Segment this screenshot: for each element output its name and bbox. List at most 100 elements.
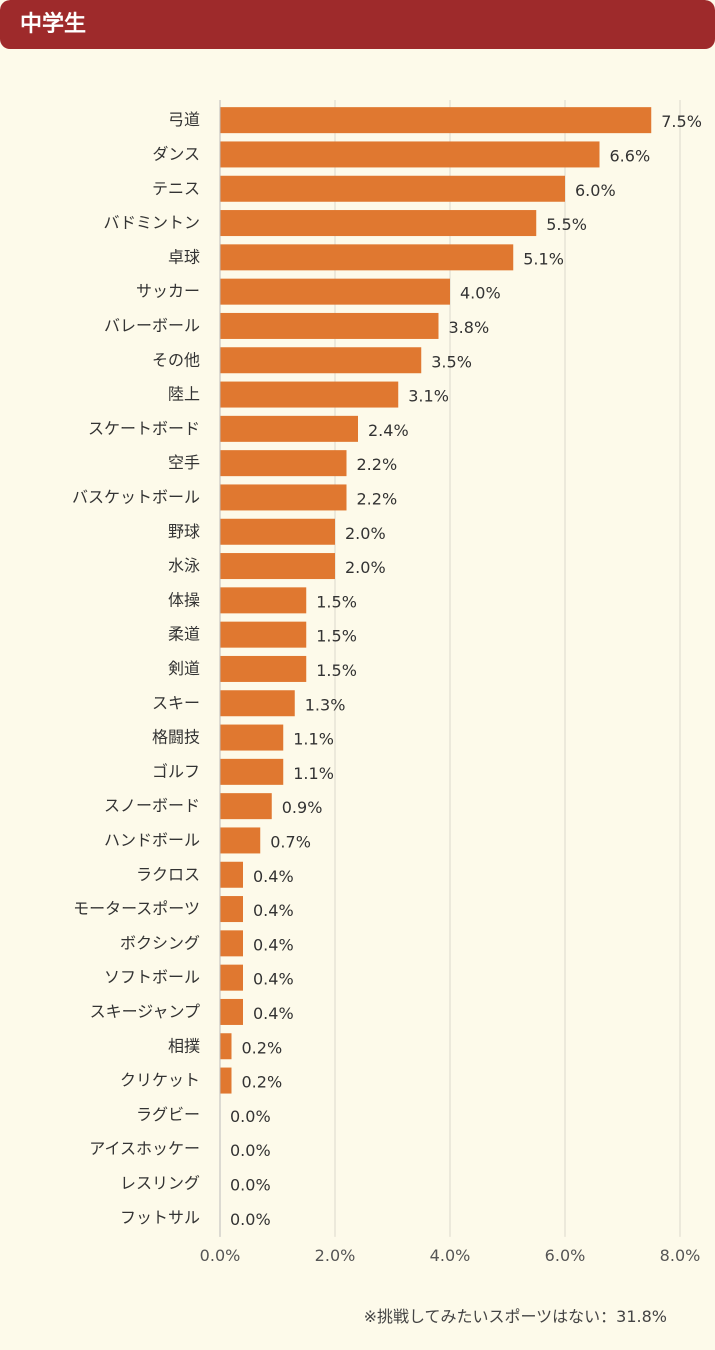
bar — [220, 930, 243, 957]
bar — [220, 724, 284, 751]
bar — [220, 758, 284, 785]
bar — [220, 210, 537, 237]
category-label: バレーボール — [104, 316, 200, 335]
bar — [220, 896, 243, 923]
category-label: 剣道 — [168, 659, 200, 678]
category-label: クリケット — [120, 1071, 200, 1090]
value-label: 0.0% — [230, 1210, 271, 1229]
bar — [220, 861, 243, 888]
value-label: 1.3% — [305, 695, 346, 714]
category-label: サッカー — [136, 282, 200, 301]
value-label: 5.5% — [546, 215, 587, 234]
value-label: 2.2% — [357, 489, 398, 508]
value-label: 1.5% — [316, 627, 357, 646]
category-label: ボクシング — [120, 933, 200, 952]
value-label: 2.0% — [345, 558, 386, 577]
category-label: スキー — [152, 693, 200, 712]
category-label: テニス — [152, 179, 200, 198]
category-label: ハンドボール — [104, 830, 200, 849]
value-label: 0.9% — [282, 798, 323, 817]
category-label: ラグビー — [136, 1105, 200, 1124]
value-label: 2.0% — [345, 524, 386, 543]
x-tick-label: 4.0% — [430, 1246, 471, 1265]
value-label: 4.0% — [460, 284, 501, 303]
category-label: 空手 — [168, 453, 200, 472]
value-label: 1.1% — [293, 730, 334, 749]
value-label: 7.5% — [661, 112, 702, 131]
category-label: スキージャンプ — [90, 1002, 200, 1021]
value-label: 1.5% — [316, 661, 357, 680]
category-label: ゴルフ — [152, 762, 200, 781]
value-label: 2.4% — [368, 421, 409, 440]
bar — [220, 347, 422, 374]
category-label: フットサル — [120, 1208, 200, 1227]
x-tick-label: 0.0% — [200, 1246, 241, 1265]
value-label: 2.2% — [357, 455, 398, 474]
category-label: 野球 — [168, 522, 200, 541]
category-label: スノーボード — [104, 796, 200, 815]
value-label: 3.8% — [449, 318, 490, 337]
value-label: 0.0% — [230, 1141, 271, 1160]
bar — [220, 312, 439, 339]
value-label: 0.7% — [270, 832, 311, 851]
category-label: ソフトボール — [104, 968, 200, 987]
x-tick-label: 2.0% — [315, 1246, 356, 1265]
category-label: アイスホッケー — [89, 1139, 200, 1158]
value-label: 0.2% — [242, 1073, 283, 1092]
bar — [220, 141, 600, 168]
category-label: 弓道 — [168, 110, 200, 129]
category-label: 卓球 — [168, 247, 200, 266]
value-label: 1.1% — [293, 764, 334, 783]
value-label: 0.4% — [253, 935, 294, 954]
bar — [220, 381, 399, 408]
category-label: スケートボード — [88, 419, 200, 438]
value-label: 0.4% — [253, 970, 294, 989]
value-label: 0.4% — [253, 867, 294, 886]
value-label: 3.1% — [408, 387, 449, 406]
bar — [220, 964, 243, 991]
value-label: 1.5% — [316, 592, 357, 611]
bar — [220, 587, 307, 614]
bar — [220, 175, 565, 202]
category-label: 柔道 — [168, 625, 200, 644]
footnote: ※挑戦してみたいスポーツはない：31.8% — [363, 1307, 667, 1326]
category-label: 陸上 — [168, 385, 200, 404]
header-bar: 中学生 — [0, 0, 715, 49]
category-label: バドミントン — [104, 213, 200, 232]
value-label: 5.1% — [523, 249, 564, 268]
bar — [220, 793, 272, 820]
bar — [220, 1067, 232, 1094]
bar — [220, 518, 335, 545]
value-label: 6.6% — [610, 146, 651, 165]
bar — [220, 244, 514, 271]
bar — [220, 415, 358, 442]
bar — [220, 655, 307, 682]
category-label: 水泳 — [168, 556, 200, 575]
category-label: 体操 — [168, 590, 200, 609]
value-label: 6.0% — [575, 181, 616, 200]
value-label: 0.2% — [242, 1038, 283, 1057]
bar — [220, 690, 295, 717]
category-label: 格闘技 — [152, 728, 200, 747]
category-label: レスリング — [120, 1173, 200, 1192]
category-label: モータースポーツ — [73, 899, 200, 918]
value-label: 0.0% — [230, 1107, 271, 1126]
value-label: 0.0% — [230, 1175, 271, 1194]
category-label: バスケットボール — [72, 487, 200, 506]
category-label: ラクロス — [136, 865, 200, 884]
bar — [220, 484, 347, 511]
header-title: 中学生 — [20, 12, 87, 37]
category-label: 相撲 — [168, 1036, 200, 1055]
bar-chart: 0.0% 2.0% 4.0% 6.0% 8.0% 弓道 7.5% ダンス 6.6% テニス 6.0%… — [72, 100, 702, 1265]
value-label: 0.4% — [253, 1004, 294, 1023]
value-label: 3.5% — [431, 352, 472, 371]
bar — [220, 553, 335, 580]
value-label: 0.4% — [253, 901, 294, 920]
bar — [220, 621, 307, 648]
bar — [220, 278, 450, 305]
category-label: ダンス — [152, 144, 200, 163]
x-tick-label: 6.0% — [545, 1246, 586, 1265]
bar — [220, 450, 347, 477]
bar — [220, 1033, 232, 1060]
